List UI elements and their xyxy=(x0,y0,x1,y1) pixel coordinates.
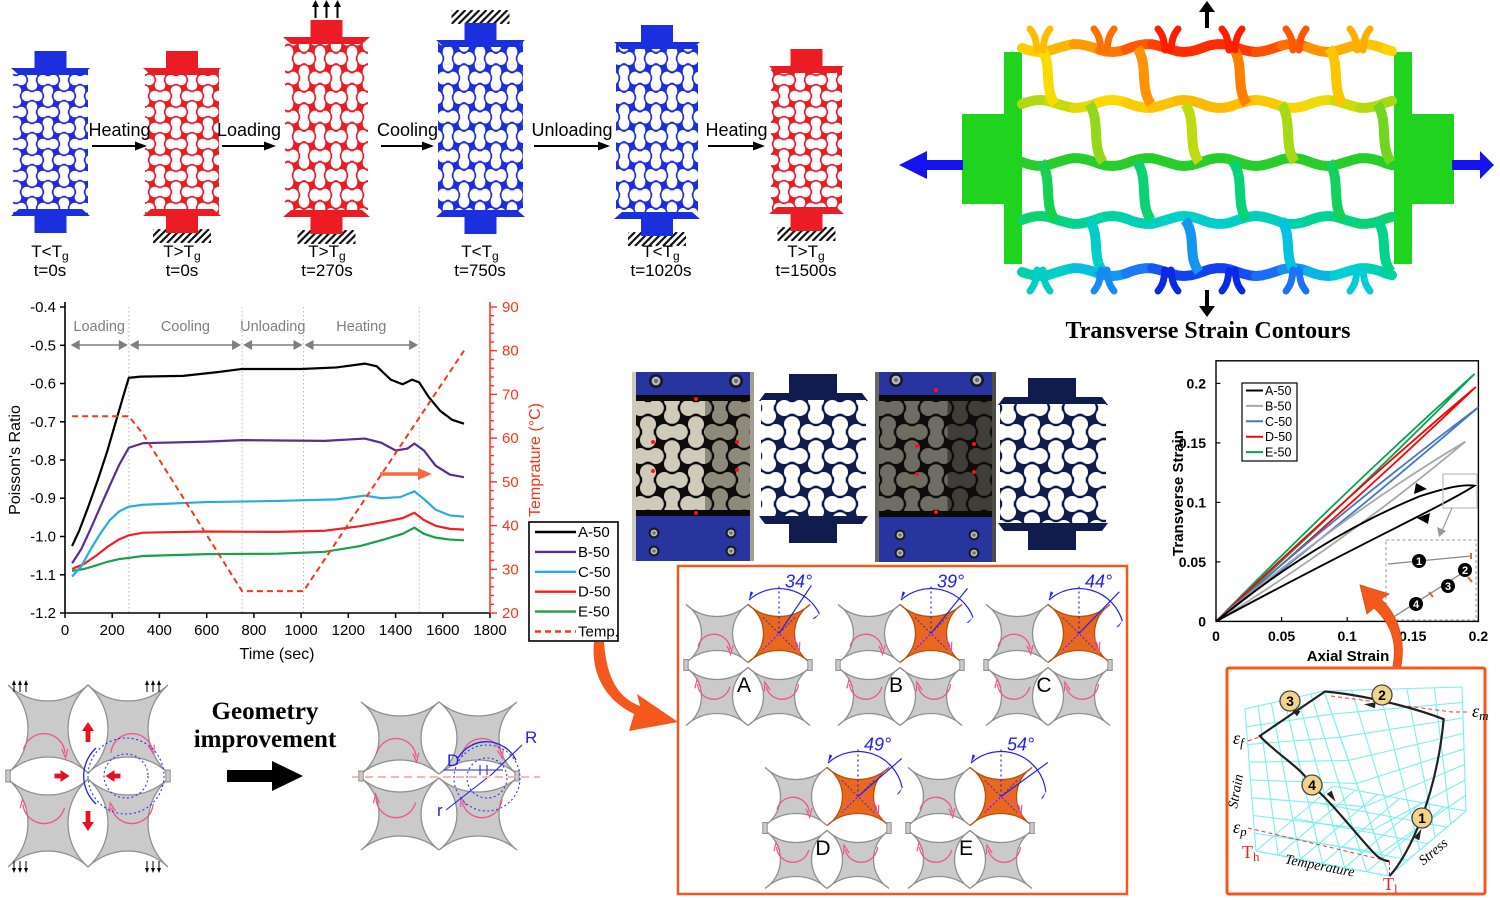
svg-text:44°: 44° xyxy=(1085,572,1112,592)
svg-text:-0.6: -0.6 xyxy=(30,376,56,393)
svg-text:1800: 1800 xyxy=(473,622,506,639)
svg-text:40: 40 xyxy=(502,518,519,535)
svg-text:-1.0: -1.0 xyxy=(30,529,56,546)
svg-text:A: A xyxy=(737,674,751,697)
svg-text:Heating: Heating xyxy=(705,120,767,140)
svg-text:1: 1 xyxy=(1416,556,1422,568)
svg-text:0.05: 0.05 xyxy=(1268,628,1295,644)
svg-text:Transverse Strain Contours: Transverse Strain Contours xyxy=(1066,318,1351,344)
svg-text:50: 50 xyxy=(502,474,519,491)
svg-text:800: 800 xyxy=(241,622,266,639)
svg-text:t=1500s: t=1500s xyxy=(776,261,837,280)
svg-text:0.2: 0.2 xyxy=(1187,375,1207,391)
svg-text:C: C xyxy=(1036,674,1051,697)
svg-text:A-50: A-50 xyxy=(1265,384,1291,398)
svg-text:E-50: E-50 xyxy=(1265,446,1291,460)
svg-text:34°: 34° xyxy=(785,572,812,592)
svg-text:2: 2 xyxy=(1378,687,1386,703)
svg-text:90: 90 xyxy=(502,299,519,316)
svg-text:20: 20 xyxy=(502,605,519,622)
svg-text:t=1020s: t=1020s xyxy=(631,261,692,280)
svg-text:Cooling: Cooling xyxy=(161,319,210,335)
svg-text:0.2: 0.2 xyxy=(1469,628,1489,644)
svg-text:0.1: 0.1 xyxy=(1337,628,1357,644)
svg-text:B: B xyxy=(889,674,903,697)
svg-text:-0.8: -0.8 xyxy=(30,452,56,469)
svg-text:C-50: C-50 xyxy=(578,564,611,581)
svg-text:Time (sec): Time (sec) xyxy=(240,646,315,663)
svg-text:E-50: E-50 xyxy=(578,604,610,621)
svg-text:-1.2: -1.2 xyxy=(30,605,56,622)
svg-text:D: D xyxy=(447,751,459,770)
svg-text:Temprature (°C): Temprature (°C) xyxy=(527,403,544,517)
svg-text:B-50: B-50 xyxy=(1265,399,1291,413)
svg-text:0: 0 xyxy=(1212,628,1220,644)
svg-text:Axial Strain: Axial Strain xyxy=(1307,648,1390,665)
svg-text:70: 70 xyxy=(502,386,519,403)
svg-text:T>Tg: T>Tg xyxy=(308,242,345,263)
svg-text:0.1: 0.1 xyxy=(1187,494,1207,510)
svg-text:T>Tg: T>Tg xyxy=(787,242,824,263)
svg-text:400: 400 xyxy=(147,622,172,639)
svg-text:0: 0 xyxy=(1198,613,1206,629)
svg-text:improvement: improvement xyxy=(194,726,337,753)
svg-text:T<Tg: T<Tg xyxy=(642,242,679,263)
svg-text:t=0s: t=0s xyxy=(166,261,199,280)
svg-text:54°: 54° xyxy=(1007,735,1034,755)
svg-text:D-50: D-50 xyxy=(578,584,611,601)
svg-text:-0.5: -0.5 xyxy=(30,337,56,354)
svg-text:0: 0 xyxy=(61,622,69,639)
svg-text:E: E xyxy=(959,837,973,860)
svg-text:Temp.: Temp. xyxy=(578,624,619,641)
svg-text:Geometry: Geometry xyxy=(212,698,319,725)
svg-text:Transverse Strain: Transverse Strain xyxy=(1170,430,1187,556)
svg-text:1200: 1200 xyxy=(332,622,365,639)
svg-text:200: 200 xyxy=(100,622,125,639)
svg-text:D: D xyxy=(815,837,830,860)
svg-text:80: 80 xyxy=(502,343,519,360)
svg-text:1000: 1000 xyxy=(284,622,317,639)
svg-text:Loading: Loading xyxy=(217,120,281,140)
svg-text:Strain: Strain xyxy=(1226,773,1247,809)
svg-text:t=750s: t=750s xyxy=(454,261,506,280)
svg-text:1: 1 xyxy=(1418,810,1426,826)
svg-text:C-50: C-50 xyxy=(1265,415,1292,429)
svg-text:A-50: A-50 xyxy=(578,524,610,541)
svg-text:4: 4 xyxy=(1308,777,1316,793)
svg-text:Cooling: Cooling xyxy=(377,120,438,140)
svg-text:R: R xyxy=(525,728,537,747)
svg-text:Unloading: Unloading xyxy=(531,120,612,140)
svg-text:3: 3 xyxy=(1445,581,1451,593)
svg-text:Loading: Loading xyxy=(73,319,125,335)
svg-text:3: 3 xyxy=(1286,693,1294,709)
svg-text:T<Tg: T<Tg xyxy=(31,242,68,263)
svg-text:Heating: Heating xyxy=(88,120,150,140)
svg-text:1600: 1600 xyxy=(426,622,459,639)
svg-text:-0.4: -0.4 xyxy=(30,299,56,316)
svg-text:600: 600 xyxy=(194,622,219,639)
svg-text:4: 4 xyxy=(1413,599,1420,611)
svg-text:-0.7: -0.7 xyxy=(30,414,56,431)
svg-text:-0.9: -0.9 xyxy=(30,490,56,507)
svg-text:D-50: D-50 xyxy=(1265,430,1292,444)
svg-text:60: 60 xyxy=(502,430,519,447)
svg-text:0.05: 0.05 xyxy=(1179,554,1206,570)
svg-text:49°: 49° xyxy=(864,735,891,755)
svg-text:r: r xyxy=(437,801,443,820)
svg-text:0.15: 0.15 xyxy=(1179,435,1206,451)
svg-text:0.15: 0.15 xyxy=(1399,628,1426,644)
svg-text:T>Tg: T>Tg xyxy=(163,242,200,263)
svg-text:Poisson's Ratio: Poisson's Ratio xyxy=(7,405,24,515)
svg-text:-1.1: -1.1 xyxy=(30,567,56,584)
svg-text:T<Tg: T<Tg xyxy=(461,242,498,263)
svg-text:Heating: Heating xyxy=(336,319,386,335)
svg-text:39°: 39° xyxy=(937,572,964,592)
svg-text:B-50: B-50 xyxy=(578,544,610,561)
svg-text:30: 30 xyxy=(502,561,519,578)
svg-text:2: 2 xyxy=(1462,565,1468,577)
svg-text:1400: 1400 xyxy=(379,622,412,639)
svg-text:t=270s: t=270s xyxy=(301,261,353,280)
svg-text:t=0s: t=0s xyxy=(34,261,67,280)
svg-text:Unloading: Unloading xyxy=(240,319,305,335)
